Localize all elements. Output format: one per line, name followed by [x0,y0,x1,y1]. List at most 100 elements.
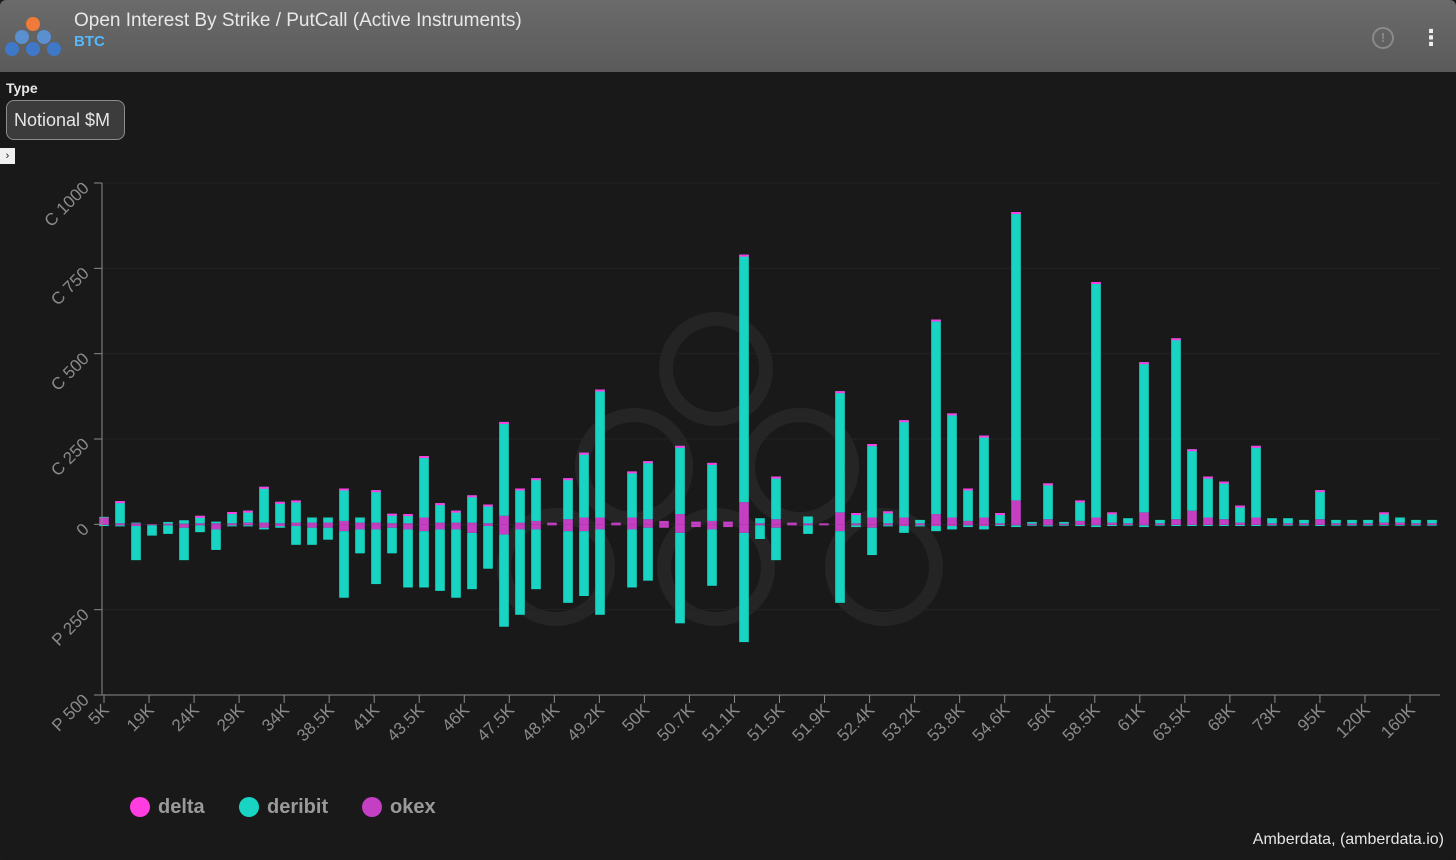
bar-call-deribit [835,391,845,513]
bar-put-okex [147,524,157,526]
bar-put-deribit [467,532,477,590]
bar-call-deribit [1331,519,1341,524]
bar-put-okex [403,524,413,530]
bar-call-okex [867,517,877,525]
bar-put-okex [659,524,669,528]
x-tick-label: 50K [618,700,653,735]
bar-put-okex [275,524,285,527]
x-tick-label: 48.4K [518,700,563,745]
bar-call-okex [1075,520,1085,525]
bar-put-okex [1155,524,1165,526]
bar-put-deribit [835,531,845,603]
bar-call-deribit [483,504,493,524]
bar-put-okex [1123,524,1133,526]
bar-call-deribit [995,513,1005,524]
y-tick-label: C 1000 [41,178,93,230]
bar-call-delta [371,490,381,493]
bar-call-okex [1235,522,1245,525]
bar-call-deribit [275,501,285,524]
panel-title: Open Interest By Strike / PutCall (Activ… [74,10,522,31]
bar-put-okex [899,524,909,527]
bar-call-okex [675,514,685,525]
kebab-menu-icon[interactable]: ⋮ [1420,25,1442,50]
bar-put-deribit [1427,525,1437,526]
bar-put-okex [803,524,813,526]
bar-group [115,501,125,527]
bar-call-deribit [579,452,589,518]
bar-put-deribit [515,529,525,615]
bar-put-deribit [563,531,573,603]
amberdata-logo [5,17,61,56]
bar-call-okex [931,514,941,525]
bar-call-okex [995,523,1005,525]
bar-group [131,522,141,561]
bar-call-okex [819,523,829,525]
bar-group [195,515,205,533]
x-tick-label: 51.5K [743,700,788,745]
bar-group [899,420,909,533]
x-tick-label: 34K [258,700,293,735]
bar-put-okex [467,524,477,533]
bar-call-deribit [627,471,637,518]
info-icon[interactable]: ! [1372,27,1394,49]
x-tick-label: 160K [1377,700,1419,742]
bar-call-okex [1251,517,1261,525]
bar-call-deribit [1235,505,1245,523]
bar-put-deribit [1139,525,1149,528]
bar-call-okex [451,522,461,525]
bar-call-deribit [259,486,269,523]
bar-put-okex [1411,524,1421,526]
type-select[interactable]: Notional $M [6,100,125,140]
bar-put-deribit [1219,525,1229,527]
bar-put-okex [995,524,1005,526]
bar-call-okex [707,520,717,525]
bar-put-okex [1267,524,1277,526]
bar-put-deribit [1347,525,1357,526]
bar-put-deribit [451,529,461,598]
bar-put-deribit [755,525,765,540]
bar-call-deribit [947,413,957,518]
bar-put-deribit [323,527,333,540]
bar-call-okex [947,517,957,525]
bar-put-okex [1043,524,1053,526]
bar-call-okex [307,522,317,525]
bar-put-okex [883,524,893,526]
bar-put-deribit [227,525,237,527]
bar-group [515,488,525,615]
bar-call-okex [275,523,285,525]
bar-call-deribit [899,420,909,518]
chevron-right-icon[interactable]: › [0,148,15,164]
bar-call-delta [579,452,589,455]
bar-call-deribit [355,517,365,523]
bar-group [1251,445,1261,527]
bar-call-delta [515,488,525,491]
bar-group [851,513,861,528]
bar-call-deribit [531,478,541,521]
bar-call-delta [675,445,685,448]
bar-call-deribit [1379,512,1389,523]
bar-call-okex [883,523,893,525]
bar-call-delta [627,471,637,474]
bar-put-okex [643,524,653,528]
bar-call-deribit [1027,521,1037,524]
asset-subtitle: BTC [74,33,105,50]
bar-put-okex [1219,524,1229,526]
bar-call-deribit [851,513,861,524]
bar-put-deribit [627,529,637,588]
bar-call-okex [1027,523,1037,525]
bar-put-okex [1011,524,1021,526]
panel-header: Open Interest By Strike / PutCall (Activ… [0,0,1456,72]
bar-call-okex [1331,523,1341,525]
bar-put-okex [819,524,829,526]
bar-put-deribit [707,529,717,586]
bar-call-okex [243,522,253,525]
bar-call-deribit [339,488,349,521]
bar-group [147,524,157,536]
x-tick-label: 53.8K [924,700,969,745]
bar-call-okex [627,517,637,525]
bar-call-delta [483,504,493,507]
x-tick-label: 19K [123,700,158,735]
bar-group [227,512,237,527]
bar-put-okex [387,524,397,528]
bar-call-okex [611,522,621,525]
